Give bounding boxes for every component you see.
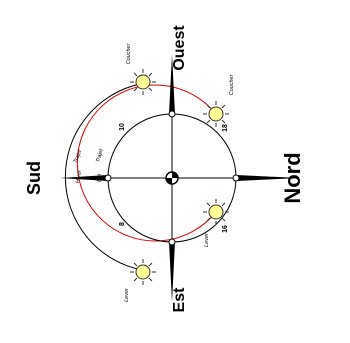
north-arrow-icon — [236, 175, 300, 181]
observer-center-icon — [165, 171, 179, 185]
summer-sun-path — [76, 84, 217, 242]
tick-marker — [168, 238, 176, 246]
hour-label-16: 16 — [222, 225, 229, 233]
arc-label-ete: Été — [96, 173, 104, 182]
tick-marker — [104, 174, 112, 182]
east-arrow-icon — [169, 242, 175, 302]
sun-icon — [130, 69, 156, 95]
sun-icon — [203, 199, 229, 225]
direction-label-west: Ouest — [171, 25, 188, 71]
hour-label-18: 18 — [222, 124, 229, 132]
sun-icon — [203, 101, 229, 127]
hour-label-8: 8 — [119, 222, 126, 226]
direction-label-east: Est — [171, 287, 188, 313]
sun-label-coucher-winter: Coucher — [126, 42, 132, 64]
sun-icon — [130, 259, 156, 285]
direction-label-south: Sud — [24, 161, 44, 195]
arc-label-trajet-outer: Trajet — [73, 149, 83, 164]
west-arrow-icon — [169, 54, 175, 114]
direction-label-north: Nord — [280, 152, 305, 203]
sun-label-lever-summer: Lever — [204, 232, 210, 247]
arc-label-trajet-inner: Trajet — [95, 148, 104, 163]
sun-label-lever-winter: Lever — [124, 287, 130, 302]
tick-marker — [168, 110, 176, 118]
tick-marker — [232, 174, 240, 182]
arc-label-hiver: Hiver — [75, 169, 83, 184]
south-arrow-icon — [60, 175, 108, 181]
sun-label-coucher-summer: Coucher — [229, 73, 235, 95]
hour-label-10: 10 — [119, 123, 126, 131]
